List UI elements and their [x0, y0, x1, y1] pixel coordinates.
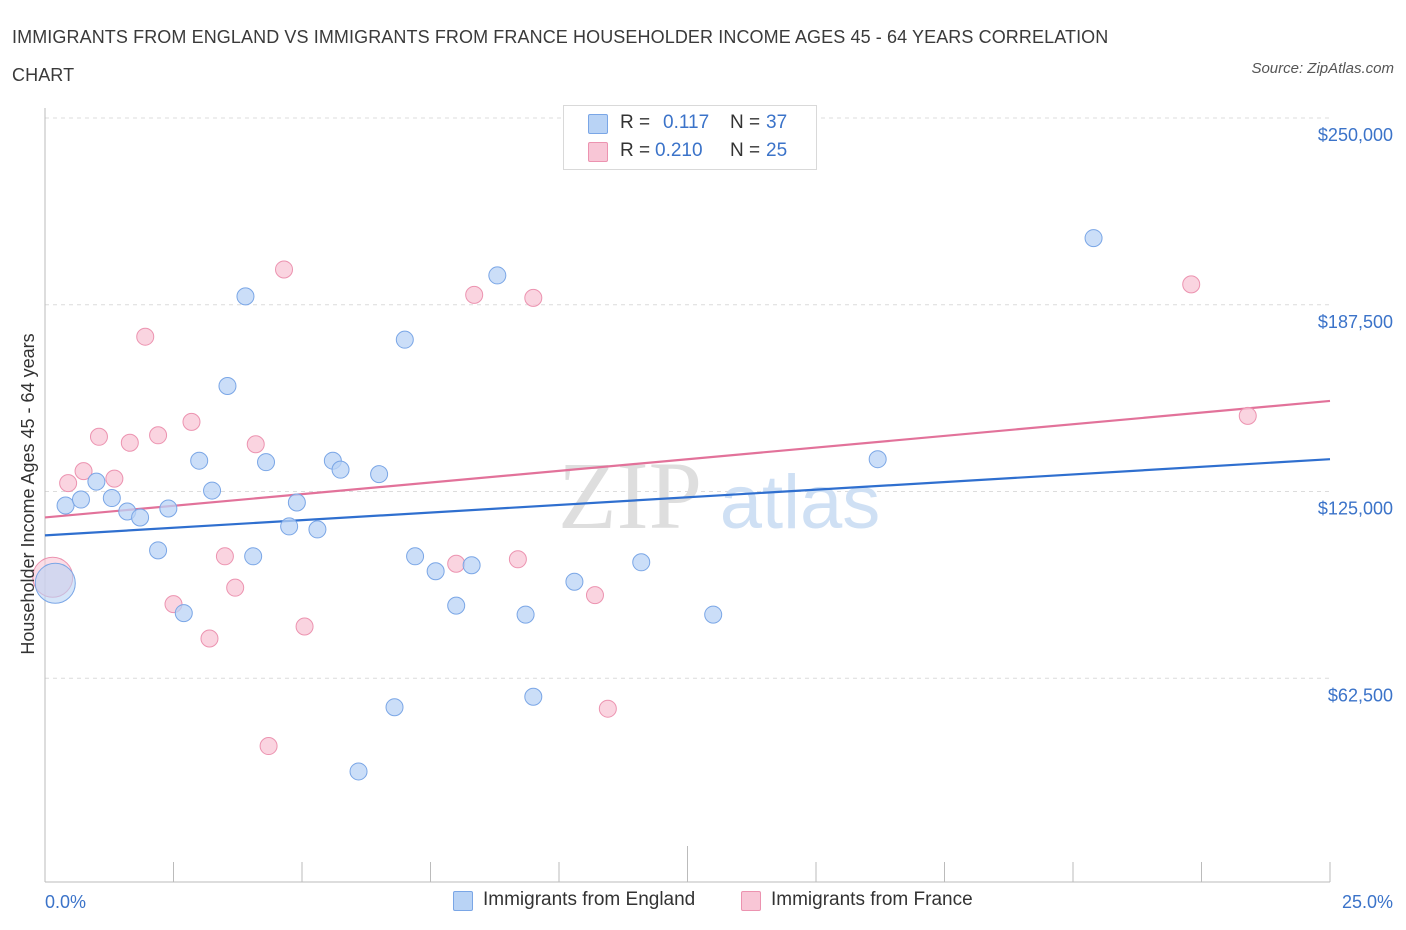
point-france — [136, 327, 155, 346]
legend-r-label: R = — [620, 140, 651, 161]
point-france — [275, 260, 294, 279]
point-france — [149, 426, 168, 445]
point-england — [244, 547, 263, 566]
point-england — [632, 553, 651, 572]
point-england — [385, 698, 404, 717]
data-points — [32, 229, 1257, 781]
point-france — [89, 427, 108, 446]
point-england — [102, 489, 121, 508]
point-england — [236, 287, 255, 306]
point-france — [246, 435, 265, 454]
x-tick-label: 0.0% — [45, 892, 86, 912]
point-england — [704, 605, 723, 624]
point-england — [406, 547, 425, 566]
y-tick-label: $62,500 — [1328, 685, 1393, 705]
legend-swatch-france — [588, 142, 608, 162]
point-france — [182, 412, 201, 431]
point-england — [426, 562, 445, 581]
legend-n-label: N = — [730, 112, 761, 133]
point-england — [370, 465, 389, 484]
point-england — [71, 490, 90, 509]
point-england — [34, 562, 76, 604]
legend-r-value: 0.117 — [663, 112, 710, 133]
point-england — [87, 472, 106, 491]
point-england — [218, 376, 237, 395]
point-france — [1238, 406, 1257, 425]
point-france — [524, 288, 543, 307]
point-england — [131, 508, 150, 527]
point-england — [190, 451, 209, 470]
point-france — [465, 285, 484, 304]
correlation-legend: R = 0.117 N = 37 R = 0.210 N = 25 — [563, 105, 817, 170]
legend-r-label: R = — [620, 112, 651, 133]
point-france — [215, 547, 234, 566]
point-england — [1084, 229, 1103, 248]
y-tick-label: $250,000 — [1318, 125, 1393, 145]
legend-n-value: 25 — [766, 140, 788, 161]
trend-lines — [44, 399, 1331, 537]
bottom-legend-label-france: Immigrants from France — [771, 889, 973, 910]
point-england — [149, 541, 168, 560]
point-england — [56, 496, 75, 515]
point-france — [259, 737, 278, 756]
point-france — [585, 586, 604, 605]
point-france — [508, 550, 527, 569]
bottom-legend-swatch-france — [741, 891, 761, 911]
source-label: Source: ZipAtlas.com — [1251, 60, 1394, 77]
point-france — [1182, 275, 1201, 294]
point-france — [598, 699, 617, 718]
bottom-legend-label-england: Immigrants from England — [483, 889, 696, 910]
point-england — [488, 266, 507, 285]
point-england — [524, 687, 543, 706]
point-england — [395, 330, 414, 349]
bottom-legend-swatch-england — [453, 891, 473, 911]
watermark-zip: ZIP — [558, 442, 702, 549]
point-england — [287, 493, 306, 512]
point-france — [105, 469, 124, 488]
axes — [44, 108, 1331, 883]
point-france — [74, 462, 93, 481]
legend-n-value: 37 — [766, 112, 788, 133]
point-england — [308, 520, 327, 539]
watermark-atlas: atlas — [720, 460, 881, 545]
point-england — [257, 453, 276, 472]
legend-r-value: 0.210 — [655, 140, 703, 161]
point-england — [868, 450, 887, 469]
point-france — [226, 578, 245, 597]
point-france — [295, 617, 314, 636]
legend-swatch-england — [588, 114, 608, 134]
point-france — [200, 629, 219, 648]
point-england — [280, 517, 299, 536]
point-england — [462, 556, 481, 575]
y-axis-title: Householder Income Ages 45 - 64 years — [18, 333, 38, 654]
point-england — [565, 572, 584, 591]
point-england — [447, 596, 466, 615]
trend-line-france — [44, 399, 1331, 519]
legend-n-label: N = — [730, 140, 761, 161]
axis-labels: $62,500 $125,000 $187,500 $250,000 0.0% 25.0%… — [18, 125, 1393, 912]
point-france — [120, 433, 139, 452]
point-england — [159, 499, 178, 518]
chart-title: IMMIGRANTS FROM ENGLAND VS IMMIGRANTS FR… — [12, 27, 1109, 85]
y-tick-label: $125,000 — [1318, 499, 1393, 519]
x-tick-label: 25.0% — [1342, 892, 1393, 912]
point-england — [174, 604, 193, 623]
point-england — [203, 481, 222, 500]
trend-line-england — [44, 458, 1331, 537]
point-france — [59, 474, 78, 493]
point-france — [447, 554, 466, 573]
y-tick-label: $187,500 — [1318, 312, 1393, 332]
point-england — [349, 762, 368, 781]
point-england — [331, 460, 350, 479]
point-england — [516, 605, 535, 624]
